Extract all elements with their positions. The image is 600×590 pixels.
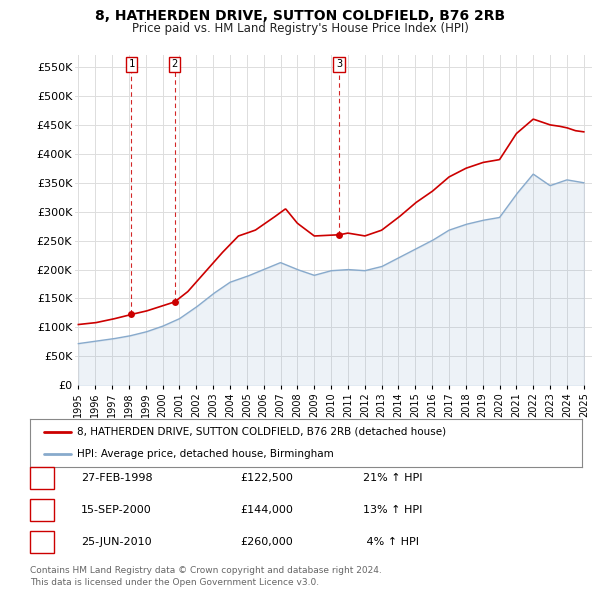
Text: Contains HM Land Registry data © Crown copyright and database right 2024.
This d: Contains HM Land Registry data © Crown c…	[30, 566, 382, 587]
Text: 21% ↑ HPI: 21% ↑ HPI	[363, 473, 422, 483]
Text: 4% ↑ HPI: 4% ↑ HPI	[363, 537, 419, 547]
Text: 25-JUN-2010: 25-JUN-2010	[81, 537, 152, 547]
Text: 1: 1	[38, 473, 46, 483]
Text: 13% ↑ HPI: 13% ↑ HPI	[363, 505, 422, 515]
Text: HPI: Average price, detached house, Birmingham: HPI: Average price, detached house, Birm…	[77, 449, 334, 459]
Text: £144,000: £144,000	[240, 505, 293, 515]
Text: 1: 1	[128, 59, 134, 69]
Text: 15-SEP-2000: 15-SEP-2000	[81, 505, 152, 515]
Text: 2: 2	[38, 505, 46, 515]
Text: £122,500: £122,500	[240, 473, 293, 483]
Text: 27-FEB-1998: 27-FEB-1998	[81, 473, 152, 483]
Text: 3: 3	[38, 537, 46, 547]
Text: Price paid vs. HM Land Registry's House Price Index (HPI): Price paid vs. HM Land Registry's House …	[131, 22, 469, 35]
Text: 3: 3	[336, 59, 342, 69]
Text: 8, HATHERDEN DRIVE, SUTTON COLDFIELD, B76 2RB: 8, HATHERDEN DRIVE, SUTTON COLDFIELD, B7…	[95, 9, 505, 23]
Text: 8, HATHERDEN DRIVE, SUTTON COLDFIELD, B76 2RB (detached house): 8, HATHERDEN DRIVE, SUTTON COLDFIELD, B7…	[77, 427, 446, 437]
Text: 2: 2	[172, 59, 178, 69]
Text: £260,000: £260,000	[240, 537, 293, 547]
